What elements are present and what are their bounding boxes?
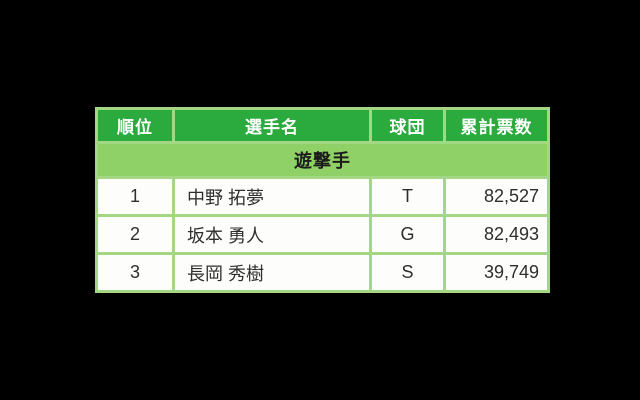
header-cell-votes: 累計票数 [443,107,550,144]
player-name-cell: 坂本 勇人 [172,214,372,255]
position-section-row: 遊撃手 [95,141,550,179]
player-name-cell: 中野 拓夢 [172,176,372,217]
position-section-label: 遊撃手 [95,141,550,179]
rank-cell: 2 [95,214,175,255]
team-cell: G [369,214,446,255]
team-cell: T [369,176,446,217]
table-row: 2 坂本 勇人 G 82,493 [95,214,550,255]
header-cell-rank: 順位 [95,107,175,144]
header-cell-team: 球団 [369,107,446,144]
rank-cell: 1 [95,176,175,217]
team-cell: S [369,252,446,293]
table-row: 1 中野 拓夢 T 82,527 [95,176,550,217]
votes-cell: 39,749 [443,252,550,293]
votes-cell: 82,493 [443,214,550,255]
header-cell-player: 選手名 [172,107,372,144]
votes-cell: 82,527 [443,176,550,217]
rank-cell: 3 [95,252,175,293]
table-row: 3 長岡 秀樹 S 39,749 [95,252,550,293]
player-name-cell: 長岡 秀樹 [172,252,372,293]
table-header-row: 順位 選手名 球団 累計票数 [95,107,550,144]
voting-results-table: 順位 選手名 球団 累計票数 遊撃手 1 中野 拓夢 T 82,527 2 坂本… [95,107,550,293]
